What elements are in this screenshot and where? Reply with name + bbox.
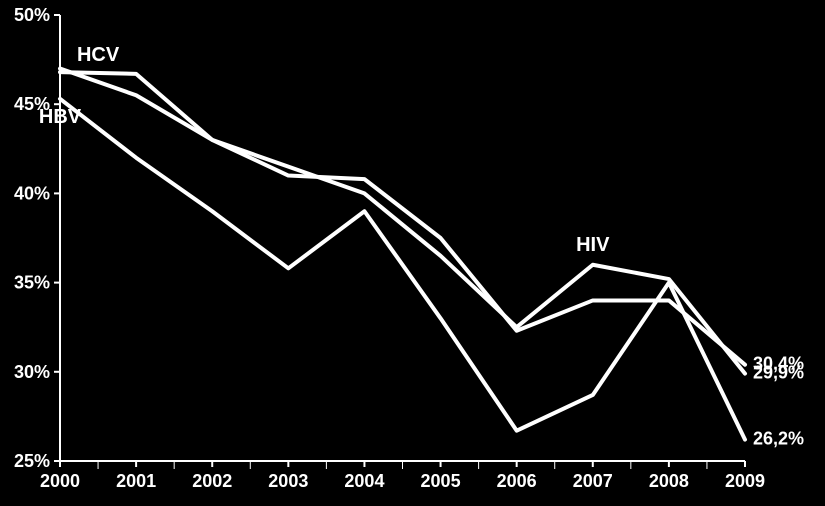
x-tick-label: 2001 (116, 471, 156, 491)
x-tick-label: 2002 (192, 471, 232, 491)
end-label-hiv: 29,9% (753, 363, 804, 383)
y-tick-label: 25% (14, 451, 50, 471)
x-tick-label: 2003 (268, 471, 308, 491)
end-label-hbv: 26,2% (753, 429, 804, 449)
series-label-hbv: HBV (39, 106, 82, 128)
chart-svg: 25%30%35%40%45%50%2000200120022003200420… (0, 0, 825, 506)
y-tick-label: 40% (14, 183, 50, 203)
line-chart: 25%30%35%40%45%50%2000200120022003200420… (0, 0, 825, 506)
series-label-hiv: HIV (576, 234, 610, 256)
x-tick-label: 2009 (725, 471, 765, 491)
y-tick-label: 35% (14, 273, 50, 293)
series-label-hcv: HCV (77, 44, 120, 66)
x-tick-label: 2005 (421, 471, 461, 491)
x-tick-label: 2000 (40, 471, 80, 491)
y-tick-label: 50% (14, 5, 50, 25)
x-tick-label: 2007 (573, 471, 613, 491)
x-tick-label: 2004 (344, 471, 384, 491)
y-tick-label: 30% (14, 362, 50, 382)
x-tick-label: 2008 (649, 471, 689, 491)
x-tick-label: 2006 (497, 471, 537, 491)
